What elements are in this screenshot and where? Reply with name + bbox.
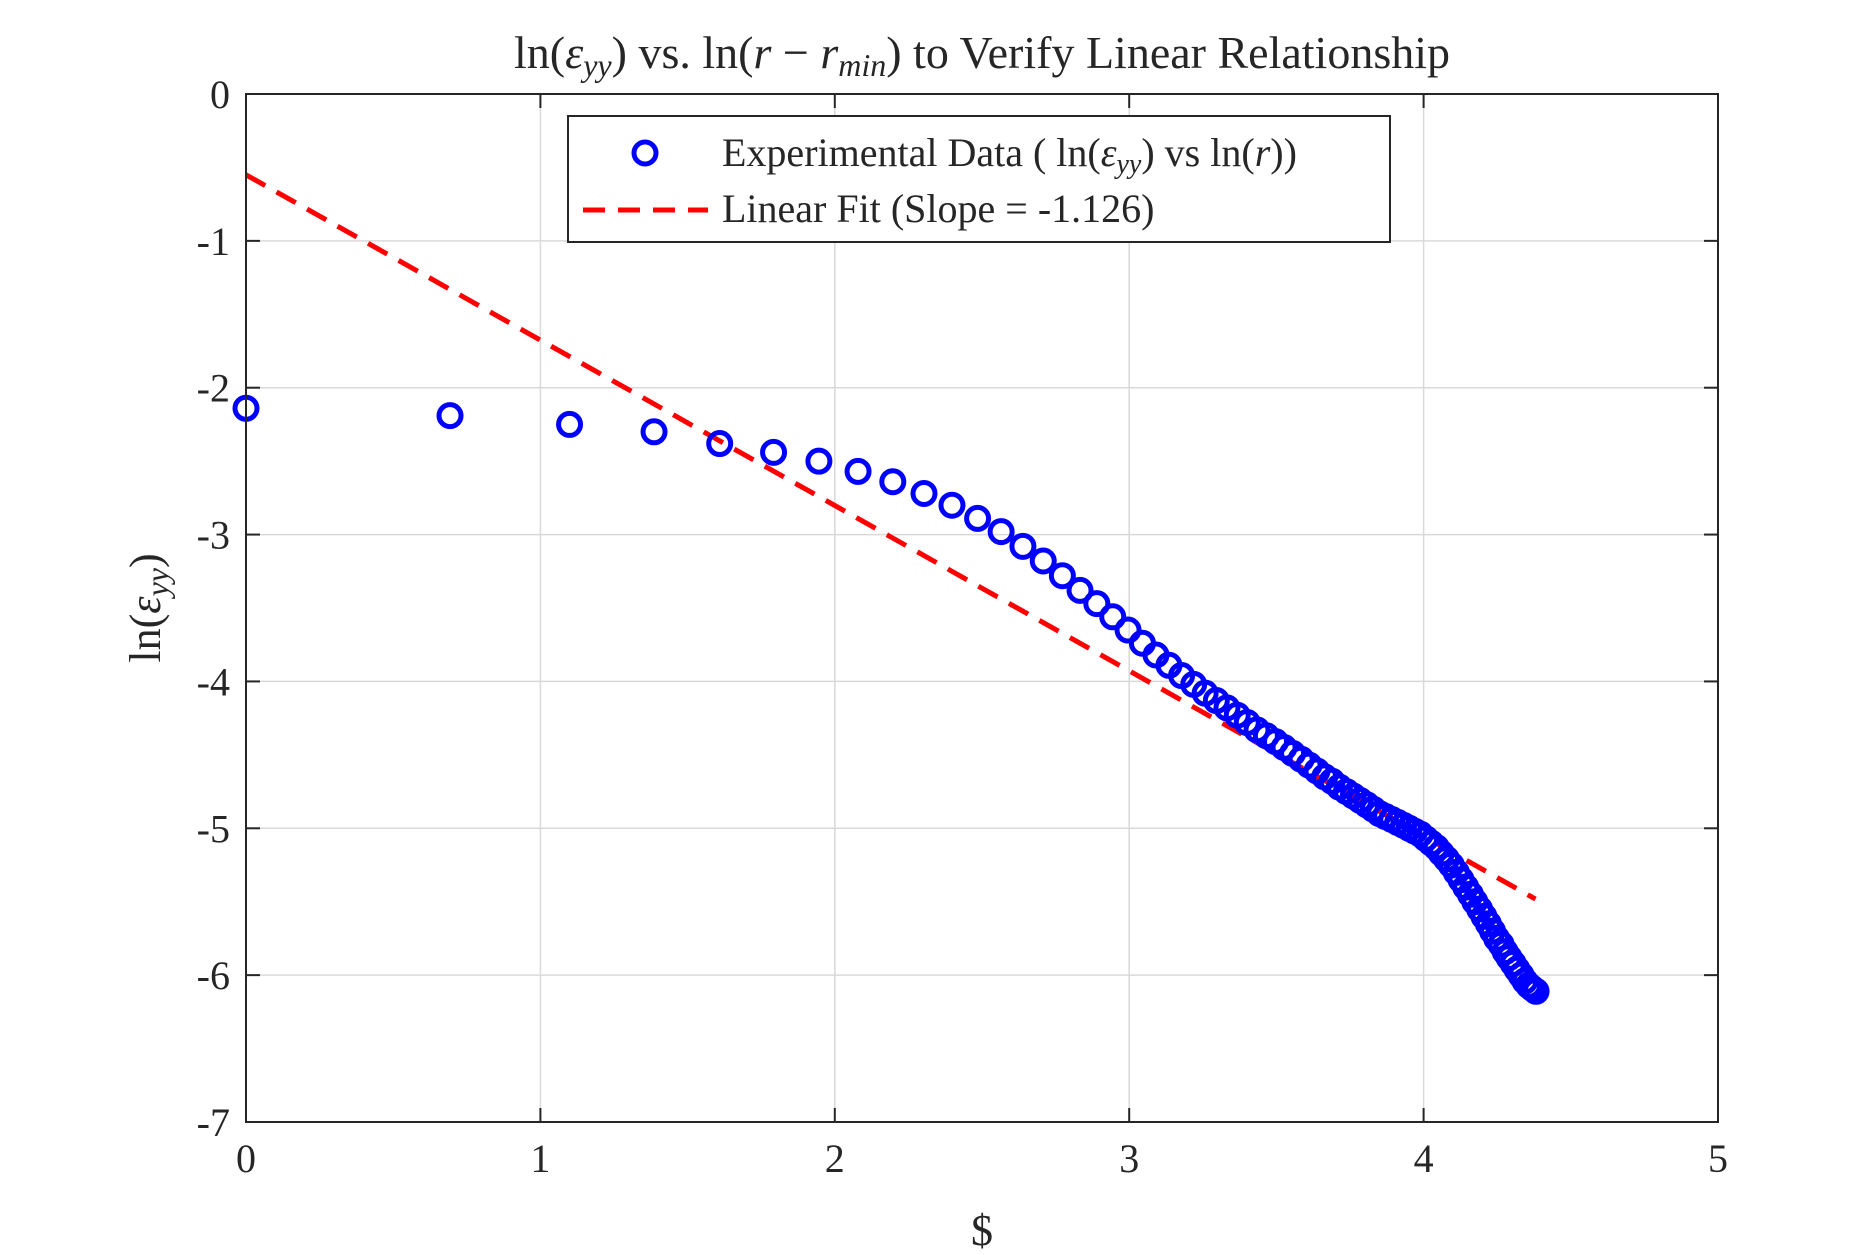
y-axis-label: ln(εyy) bbox=[121, 553, 175, 662]
legend-data-label: Experimental Data ( ln(εyy) vs ln(r)) bbox=[722, 130, 1297, 180]
data-point bbox=[760, 438, 788, 466]
data-point bbox=[1099, 603, 1127, 631]
y-tick-label: -4 bbox=[197, 659, 230, 704]
x-tick-label: 0 bbox=[236, 1136, 256, 1181]
legend: Experimental Data ( ln(εyy) vs ln(r)) Li… bbox=[567, 115, 1391, 243]
data-point bbox=[938, 491, 966, 519]
data-point bbox=[1522, 977, 1550, 1005]
data-point bbox=[706, 430, 734, 458]
data-point bbox=[436, 402, 464, 430]
data-point bbox=[1029, 547, 1057, 575]
y-tick-label: -3 bbox=[197, 513, 230, 558]
data-point bbox=[844, 457, 872, 485]
data-point bbox=[964, 504, 992, 532]
y-tick-label: -6 bbox=[197, 953, 230, 998]
x-tick-label: 1 bbox=[530, 1136, 550, 1181]
ticks bbox=[245, 93, 1719, 1123]
y-tick-label: 0 bbox=[210, 72, 230, 117]
x-tick-label: 2 bbox=[825, 1136, 845, 1181]
x-axis-label: $ bbox=[971, 1206, 993, 1250]
data-point bbox=[1066, 576, 1094, 604]
data-point bbox=[805, 447, 833, 475]
data-point bbox=[1048, 562, 1076, 590]
x-tick-label: 3 bbox=[1119, 1136, 1139, 1181]
data-point bbox=[910, 479, 938, 507]
legend-box bbox=[567, 115, 1391, 243]
chart-title: ln(εyy) vs. ln(r − rmin) to Verify Linea… bbox=[514, 27, 1450, 83]
data-point bbox=[556, 410, 584, 438]
data-point bbox=[1083, 590, 1111, 618]
legend-data-marker bbox=[631, 139, 659, 167]
y-tick-label: -2 bbox=[197, 366, 230, 411]
y-tick-label: -1 bbox=[197, 219, 230, 264]
x-tick-labels: 0 1 2 3 4 5 bbox=[236, 1136, 1728, 1181]
y-tick-label: -7 bbox=[197, 1100, 230, 1145]
axes-box bbox=[245, 93, 1719, 1123]
data-points bbox=[232, 394, 1550, 1005]
y-tick-label: -5 bbox=[197, 806, 230, 851]
data-point bbox=[1009, 532, 1037, 560]
data-point bbox=[1114, 616, 1142, 644]
legend-fit-label: Linear Fit (Slope = -1.126) bbox=[722, 186, 1154, 231]
data-point bbox=[879, 468, 907, 496]
data-point bbox=[640, 418, 668, 446]
x-tick-label: 5 bbox=[1708, 1136, 1728, 1181]
x-tick-label: 4 bbox=[1414, 1136, 1434, 1181]
data-point bbox=[987, 518, 1015, 546]
y-tick-labels: 0 -1 -2 -3 -4 -5 -6 -7 bbox=[197, 72, 230, 1145]
